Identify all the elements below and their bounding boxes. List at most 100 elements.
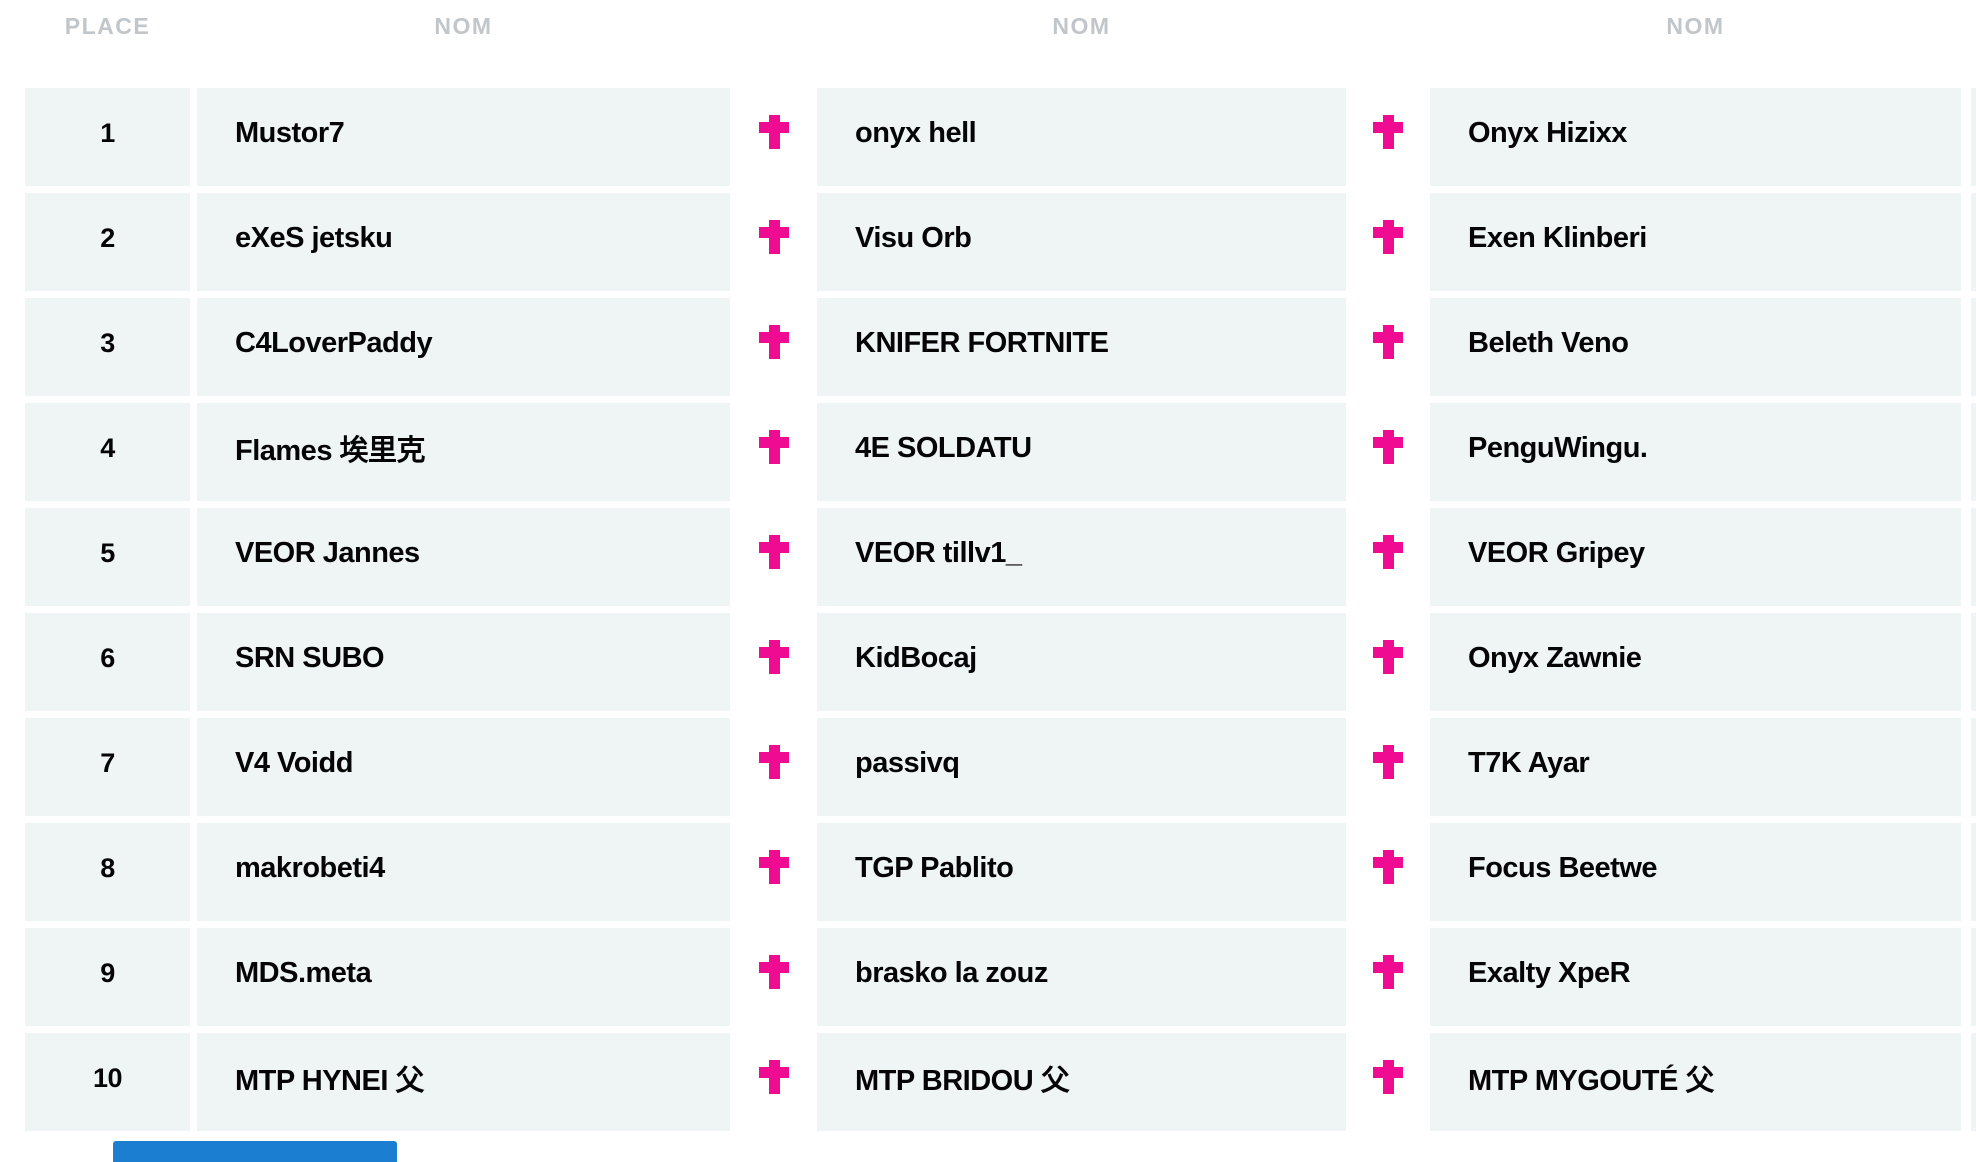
player-name: 4E SOLDATU (855, 431, 1032, 464)
place-number: 2 (100, 222, 115, 253)
place-cell: 9 (25, 928, 190, 1026)
separator-cell-1 (730, 718, 817, 816)
place-cell: 8 (25, 823, 190, 921)
name-cell-1: MDS.meta (197, 928, 730, 1026)
clipped-fourth-column-cell (1971, 193, 1976, 291)
separator-cell-2 (1346, 193, 1430, 291)
plus-icon (1373, 745, 1403, 779)
separator-cell-1 (730, 508, 817, 606)
name-cell-3: Exen Klinberi (1430, 193, 1961, 291)
clipped-fourth-column-cell (1971, 613, 1976, 711)
player-name: Focus Beetwe (1468, 851, 1658, 884)
plus-icon (1373, 115, 1403, 149)
player-name: Mustor7 (235, 116, 345, 149)
plus-icon (1373, 430, 1403, 464)
separator-cell-2 (1346, 928, 1430, 1026)
name-cell-1: makrobeti4 (197, 823, 730, 921)
clipped-fourth-column-cell (1971, 928, 1976, 1026)
clipped-fourth-column-cell (1971, 718, 1976, 816)
clipped-fourth-column-cell (1971, 298, 1976, 396)
name-cell-2: TGP Pablito (817, 823, 1346, 921)
plus-icon (758, 430, 789, 464)
separator-cell-1 (730, 613, 817, 711)
plus-icon (758, 640, 789, 674)
name-cell-1: Flames 埃里克 (197, 403, 730, 501)
place-cell: 4 (25, 403, 190, 501)
name-cell-2: MTP BRIDOU 父 (817, 1033, 1346, 1131)
name-cell-3: T7K Ayar (1430, 718, 1961, 816)
player-name: Onyx Hizixx (1468, 116, 1627, 149)
place-number: 6 (100, 642, 115, 673)
player-name: TGP Pablito (855, 851, 1014, 884)
name-cell-1: VEOR Jannes (197, 508, 730, 606)
place-cell: 6 (25, 613, 190, 711)
name-cell-3: Beleth Veno (1430, 298, 1961, 396)
player-name: Onyx Zawnie (1468, 641, 1642, 674)
table-row: 1 Mustor7 onyx hell Onyx Hizixx (25, 88, 1976, 186)
player-name: Beleth Veno (1468, 326, 1629, 359)
plus-icon (758, 325, 789, 359)
player-name: MTP HYNEI 父 (235, 1065, 424, 1097)
player-name: eXeS jetsku (235, 221, 393, 254)
player-name: KNIFER FORTNITE (855, 326, 1109, 359)
name-cell-2: brasko la zouz (817, 928, 1346, 1026)
name-cell-2: onyx hell (817, 88, 1346, 186)
player-name: T7K Ayar (1468, 746, 1590, 779)
clipped-fourth-column-cell (1971, 508, 1976, 606)
column-header-nom-2: NOM (1052, 13, 1111, 39)
place-number: 1 (100, 117, 115, 148)
name-cell-1: MTP HYNEI 父 (197, 1033, 730, 1131)
separator-cell-1 (730, 193, 817, 291)
name-cell-3: Onyx Hizixx (1430, 88, 1961, 186)
player-name: Exen Klinberi (1468, 221, 1647, 254)
clipped-fourth-column-cell (1971, 1033, 1976, 1131)
separator-cell-2 (1346, 718, 1430, 816)
name-cell-3: VEOR Gripey (1430, 508, 1961, 606)
table-row: 8 makrobeti4 TGP Pablito Focus Beetwe (25, 823, 1976, 921)
player-name: MTP BRIDOU 父 (855, 1065, 1070, 1097)
separator-cell-2 (1346, 613, 1430, 711)
name-cell-3: Focus Beetwe (1430, 823, 1961, 921)
player-name: onyx hell (855, 116, 977, 149)
name-cell-1: SRN SUBO (197, 613, 730, 711)
place-number: 7 (100, 747, 115, 778)
separator-cell-1 (730, 928, 817, 1026)
table-header-row: PLACE NOM NOM NOM (25, 0, 1976, 88)
name-cell-1: eXeS jetsku (197, 193, 730, 291)
player-name: C4LoverPaddy (235, 326, 433, 359)
separator-cell-1 (730, 403, 817, 501)
name-cell-2: Visu Orb (817, 193, 1346, 291)
place-cell: 3 (25, 298, 190, 396)
name-cell-2: KNIFER FORTNITE (817, 298, 1346, 396)
plus-icon (1373, 640, 1403, 674)
player-name: Flames 埃里克 (235, 435, 426, 467)
player-name: MTP MYGOUTÉ 父 (1468, 1065, 1714, 1097)
separator-cell-2 (1346, 403, 1430, 501)
place-cell: 10 (25, 1033, 190, 1131)
plus-icon (758, 745, 789, 779)
place-cell: 2 (25, 193, 190, 291)
plus-icon (1373, 220, 1403, 254)
clipped-fourth-column-cell (1971, 403, 1976, 501)
column-header-nom-3: NOM (1666, 13, 1725, 39)
separator-cell-2 (1346, 88, 1430, 186)
place-number: 5 (100, 537, 115, 568)
plus-icon (758, 1060, 789, 1094)
player-name: V4 Voidd (235, 746, 353, 779)
player-name: SRN SUBO (235, 641, 385, 674)
separator-cell-1 (730, 298, 817, 396)
separator-cell-1 (730, 1033, 817, 1131)
plus-icon (758, 220, 789, 254)
player-name: makrobeti4 (235, 851, 385, 884)
clipped-fourth-column-cell (1971, 823, 1976, 921)
player-name: VEOR tillv1_ (855, 536, 1022, 569)
player-name: Visu Orb (855, 221, 972, 254)
name-cell-3: Exalty XpeR (1430, 928, 1961, 1026)
table-row: 9 MDS.meta brasko la zouz Exalty XpeR (25, 928, 1976, 1026)
name-cell-3: PenguWingu. (1430, 403, 1961, 501)
partially-visible-blue-button[interactable] (113, 1141, 397, 1162)
plus-icon (1373, 325, 1403, 359)
place-number: 10 (92, 1062, 123, 1093)
player-name: KidBocaj (855, 641, 977, 674)
